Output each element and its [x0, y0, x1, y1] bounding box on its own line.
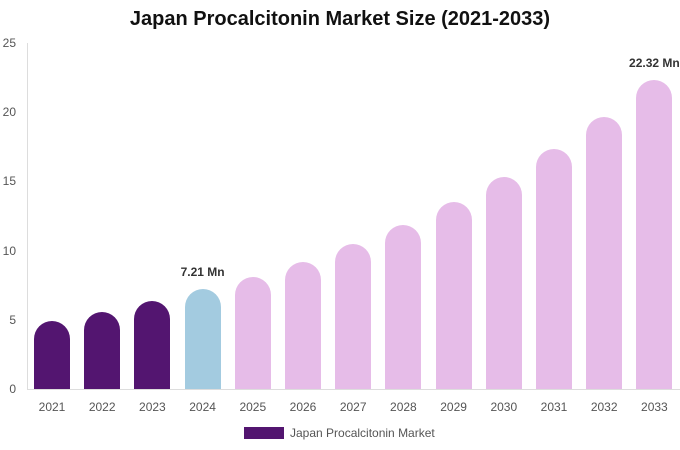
- y-axis-line: [27, 43, 28, 389]
- y-tick-label: 5: [9, 312, 16, 327]
- y-tick-label: 15: [2, 174, 16, 189]
- x-tick-label: 2031: [540, 400, 568, 414]
- x-tick-label: 2026: [289, 400, 317, 414]
- x-tick-label: 2028: [390, 400, 417, 414]
- x-tick-label: 2023: [139, 400, 166, 414]
- x-tick-label: 2032: [590, 400, 618, 414]
- legend-label: Japan Procalcitonin Market: [290, 426, 435, 440]
- bar-2021[interactable]: [34, 320, 70, 389]
- legend-swatch: [244, 427, 284, 439]
- legend[interactable]: Japan Procalcitonin Market: [244, 426, 435, 440]
- bar-2022[interactable]: [84, 311, 121, 389]
- bar-2026[interactable]: [285, 261, 321, 389]
- y-tick-label: 25: [2, 36, 16, 50]
- bar-2029[interactable]: [435, 202, 472, 389]
- y-tick-label: 10: [2, 243, 16, 258]
- x-tick-label: 2021: [38, 400, 66, 414]
- bar-2027[interactable]: [335, 243, 372, 389]
- bar-2025[interactable]: [234, 276, 271, 389]
- chart-title: Japan Procalcitonin Market Size (2021-20…: [129, 8, 551, 30]
- x-tick-label: 2022: [88, 400, 116, 414]
- bar-2024[interactable]: [184, 289, 221, 389]
- bar-2032[interactable]: [586, 117, 623, 389]
- data-label: 7.21 Mn: [180, 265, 225, 280]
- data-label: 22.32 Mn: [629, 56, 680, 71]
- x-tick-label: 2029: [440, 400, 467, 414]
- x-tick-label: 2024: [189, 400, 216, 414]
- bar-2028[interactable]: [385, 224, 422, 389]
- bar-2033[interactable]: [636, 80, 673, 389]
- bar-2030[interactable]: [485, 177, 522, 389]
- y-tick-label: 0: [9, 382, 16, 396]
- y-tick-label: 20: [2, 105, 16, 120]
- bar-2031[interactable]: [536, 149, 572, 389]
- x-tick-label: 2033: [641, 400, 668, 414]
- bar-2023[interactable]: [134, 300, 171, 389]
- x-tick-label: 2027: [339, 400, 367, 414]
- x-tick-label: 2025: [239, 400, 267, 414]
- x-axis-line: [27, 389, 680, 390]
- x-tick-label: 2030: [490, 400, 518, 414]
